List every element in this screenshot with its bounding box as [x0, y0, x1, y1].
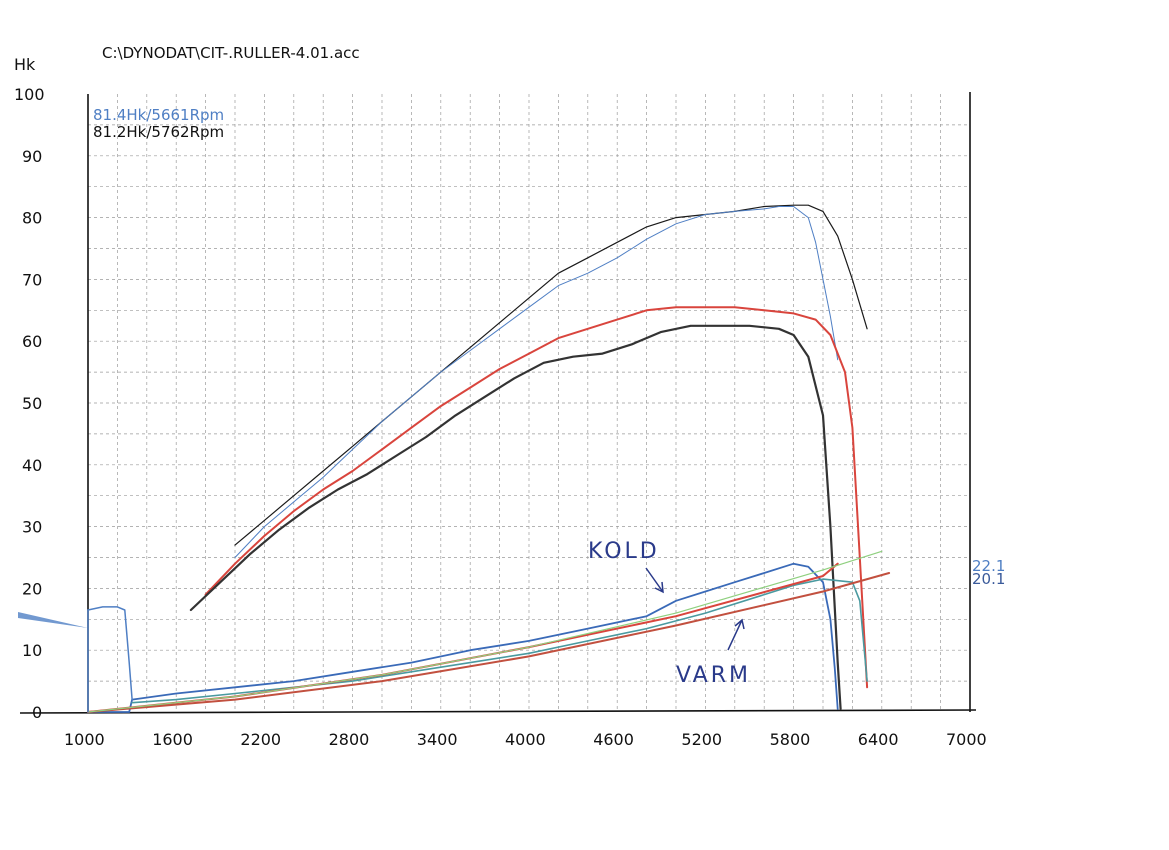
- handwritten-annotations: KOLD VARM: [588, 539, 751, 688]
- series-line-power-black: [234, 204, 868, 546]
- series-line-kold-blue-noisy: [87, 562, 839, 713]
- x-tick-label: 2800: [329, 730, 370, 749]
- peak-note-blue: 81.4Hk/5661Rpm: [93, 106, 224, 124]
- series-line-varm-teal-noisy: [131, 578, 868, 704]
- chart-axes: [19, 92, 977, 714]
- series-line-green-line: [87, 550, 883, 713]
- y-tick-label: 70: [22, 270, 42, 289]
- y-tick-label: 30: [22, 518, 42, 537]
- x-tick-label: 2200: [240, 730, 281, 749]
- x-axis-line: [19, 709, 977, 714]
- y-tick-label: 40: [22, 456, 42, 475]
- series-line-lead-in-blue: [87, 606, 133, 701]
- annotation-varm: VARM: [676, 663, 751, 688]
- x-tick-labels: 1000 1600 2200 2800 3400 4000 4600 5200 5800 6400…: [64, 730, 987, 749]
- x-tick-label: 7000: [946, 730, 987, 749]
- right-label-upper: 22.1: [972, 557, 1005, 575]
- right-label-lower: 20.1: [972, 570, 1005, 588]
- x-tick-label: 5200: [681, 730, 722, 749]
- y-tick-label: 100: [14, 85, 45, 104]
- annotation-kold: KOLD: [588, 539, 660, 564]
- file-path: C:\DYNODAT\CIT-.RULLER-4.01.acc: [102, 44, 360, 62]
- x-tick-label: 4000: [505, 730, 546, 749]
- x-tick-label: 3400: [417, 730, 458, 749]
- y-tick-label: 90: [22, 147, 42, 166]
- chart-grid: [88, 94, 970, 712]
- series-line-power-blue: [234, 206, 839, 558]
- series-line-torque-red: [204, 306, 869, 689]
- chart-series: [87, 204, 891, 713]
- annotation-kold-arrow: [645, 567, 664, 594]
- y-tick-label: 60: [22, 332, 42, 351]
- x-tick-label: 6400: [858, 730, 899, 749]
- x-tick-label: 1600: [152, 730, 193, 749]
- series-line-red-line-lower: [87, 572, 891, 713]
- x-tick-label: 4600: [593, 730, 634, 749]
- x-tick-label: 1000: [64, 730, 105, 749]
- y-tick-label: 20: [22, 579, 42, 598]
- y-tick-label: 10: [22, 641, 42, 660]
- y-tick-label: 0: [32, 703, 42, 722]
- y-tick-label: 80: [22, 209, 42, 228]
- x-tick-label: 5800: [770, 730, 811, 749]
- y-tick-label: 50: [22, 394, 42, 413]
- y-axis-label: Hk: [14, 55, 36, 74]
- left-edge-arrow-shape: [18, 612, 88, 628]
- peak-note-black: 81.2Hk/5762Rpm: [93, 123, 224, 141]
- annotation-varm-arrow: [727, 618, 745, 651]
- series-line-torque-black: [189, 324, 842, 711]
